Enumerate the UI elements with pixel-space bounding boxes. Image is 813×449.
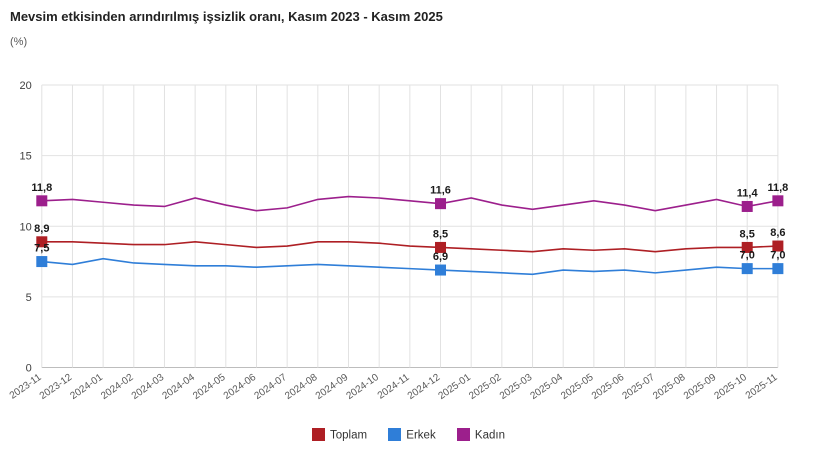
svg-text:2024-10: 2024-10: [345, 372, 382, 402]
svg-text:7,0: 7,0: [770, 250, 785, 262]
svg-text:2025-10: 2025-10: [713, 372, 750, 402]
svg-text:2025-07: 2025-07: [621, 372, 658, 402]
svg-text:2025-04: 2025-04: [529, 372, 566, 402]
svg-text:2025-01: 2025-01: [437, 372, 474, 402]
svg-text:2025-06: 2025-06: [590, 372, 627, 402]
svg-text:2025-03: 2025-03: [498, 372, 535, 402]
svg-text:0: 0: [26, 363, 32, 375]
svg-text:11,4: 11,4: [737, 187, 759, 199]
svg-text:2024-09: 2024-09: [314, 372, 351, 402]
svg-text:5: 5: [26, 292, 32, 304]
svg-text:2023-12: 2023-12: [38, 372, 75, 402]
svg-text:2024-07: 2024-07: [253, 372, 290, 402]
svg-text:2024-06: 2024-06: [222, 372, 259, 402]
svg-text:2023-11: 2023-11: [8, 372, 44, 402]
svg-text:20: 20: [20, 80, 32, 92]
svg-text:7,0: 7,0: [740, 250, 755, 262]
svg-text:2024-11: 2024-11: [376, 372, 412, 402]
svg-text:10: 10: [20, 221, 32, 233]
svg-text:2025-02: 2025-02: [467, 372, 504, 402]
svg-text:8,6: 8,6: [770, 227, 785, 239]
svg-text:8,5: 8,5: [433, 228, 448, 240]
svg-text:2024-08: 2024-08: [283, 372, 320, 402]
svg-text:2024-04: 2024-04: [160, 372, 197, 402]
svg-text:2025-11: 2025-11: [744, 372, 780, 402]
svg-text:8,9: 8,9: [34, 223, 49, 235]
svg-text:2024-03: 2024-03: [130, 372, 167, 402]
svg-text:2024-02: 2024-02: [99, 372, 136, 402]
svg-text:2024-05: 2024-05: [191, 372, 228, 402]
svg-text:11,8: 11,8: [31, 182, 52, 194]
svg-text:7,5: 7,5: [34, 243, 49, 255]
svg-text:15: 15: [20, 151, 32, 163]
svg-text:8,5: 8,5: [740, 228, 755, 240]
svg-text:2025-05: 2025-05: [559, 372, 596, 402]
svg-text:2024-01: 2024-01: [68, 372, 105, 402]
svg-text:11,6: 11,6: [430, 185, 451, 197]
svg-text:11,8: 11,8: [767, 182, 788, 194]
svg-text:2025-09: 2025-09: [682, 372, 719, 402]
svg-text:6,9: 6,9: [433, 251, 448, 263]
svg-text:2025-08: 2025-08: [651, 372, 688, 402]
svg-text:2024-12: 2024-12: [406, 372, 443, 402]
